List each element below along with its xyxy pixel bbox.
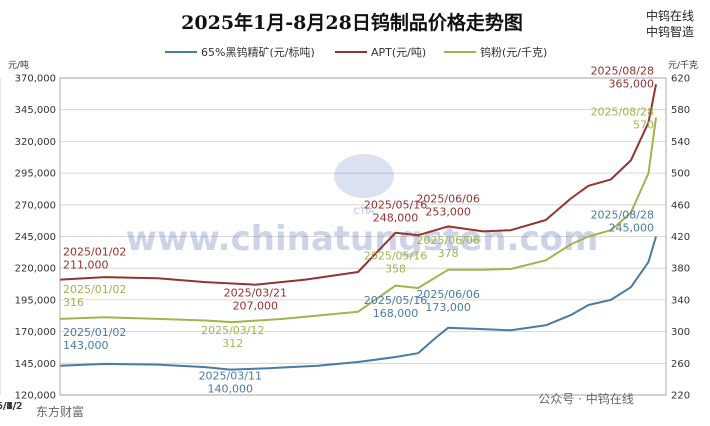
annotation-date: 2025/06/06 [416,288,479,301]
y-left-unit: 元/吨 [8,59,29,71]
annotation-date: 2025/08/28 [591,106,654,119]
annotation-date: 2025/03/12 [201,324,264,337]
annotation-value: 570 [633,119,654,132]
y-right-tick-label: 420 [671,232,690,243]
watermark-text: www.chinatungsten.com [126,219,599,259]
annotation-date: 2025/03/11 [199,370,262,383]
legend: 65%黑钨精矿(元/标吨) APT(元/吨) 钨粉(元/千克) [165,45,547,59]
annotation-value: 211,000 [63,259,109,272]
brand-name-1: 中钨在线 [646,8,694,23]
annotation-value: 168,000 [373,307,419,320]
brand-block: 中钨在线 中钨智造 [646,8,694,39]
x-tick-label: 2025/3/2 [0,401,22,412]
annotation-value: 312 [222,337,243,350]
x-tick-label: 2025/4/2 [0,401,22,412]
y-left-tick-label: 295,000 [15,169,56,180]
watermark-logo-shape [334,154,394,198]
axes: 370,000 620 345,000 580 320,000 540 295,000 500… [0,59,698,412]
y-left-tick-label: 170,000 [15,327,56,338]
x-tick-label: 2025/8/2 [0,401,22,412]
annotation-date: 2025/06/06 [416,234,479,247]
annotation-date: 2025/03/21 [224,287,287,300]
y-right-tick-label: 620 [671,74,690,85]
y-right-tick-label: 380 [671,264,690,275]
watermark-logo-text: CTIA [354,207,375,217]
y-left-tick-label: 320,000 [15,137,56,148]
x-tick-label: 2025/2/2 [0,401,22,412]
legend-entry: APT(元/吨) [371,46,426,59]
annotation-value: 365,000 [608,77,654,90]
annotation-date: 2025/05/16 [364,250,427,263]
legend-entry: 钨粉(元/千克) [480,46,547,59]
y-left-tick-label: 345,000 [15,105,56,116]
annotations: 2025/01/02211,0002025/03/21207,0002025/0… [63,64,654,395]
legend-entry: 65%黑钨精矿(元/标吨) [201,45,315,59]
annotation-date: 2025/05/16 [364,199,427,212]
annotation-date: 2025/06/06 [416,192,479,205]
annotation-date: 2025/01/02 [63,246,126,259]
annotation-value: 316 [63,296,84,309]
y-right-tick-label: 300 [671,327,690,338]
y-right-tick-label: 500 [671,169,690,180]
footer-source-label: 东方财富 [36,404,84,419]
y-right-unit: 元/千克 [668,60,698,71]
annotation-value: 143,000 [63,339,109,352]
annotation-date: 2025/01/02 [63,283,126,296]
series-layer [59,84,657,371]
annotation-date: 2025/08/28 [591,64,654,77]
series-line [59,117,657,324]
y-right-tick-label: 220 [671,391,690,402]
y-left-tick-label: 220,000 [15,264,56,275]
annotation-value: 253,000 [425,205,471,218]
y-left-tick-label: 245,000 [15,232,56,243]
y-right-tick-label: 460 [671,200,690,211]
x-tick-label: 2025/5/2 [0,401,22,412]
x-tick-label: 2025/6/2 [0,401,22,412]
footer: 公众号 · 中钨在线 东方财富 [36,391,634,419]
y-right-tick-label: 580 [671,105,690,116]
annotation-value: 207,000 [233,300,279,313]
series-line [59,84,657,286]
y-left-tick-label: 195,000 [15,295,56,306]
annotation-value: 248,000 [373,212,419,225]
annotation-value: 378 [438,247,459,260]
annotation-date: 2025/05/16 [364,294,427,307]
chart-title: 2025年1月-8月28日钨制品价格走势图 [181,11,523,34]
footer-wechat-label: 公众号 · 中钨在线 [538,391,633,406]
y-right-tick-label: 260 [671,359,690,370]
x-tick-label: 2025/1/2 [0,401,22,412]
plot-frame [59,77,667,396]
watermark: CTIA www.chinatungsten.com [126,154,599,259]
y-left-tick-label: 145,000 [15,359,56,370]
annotation-date: 2025/01/02 [63,326,126,339]
y-left-tick-label: 120,000 [15,391,56,402]
y-right-tick-label: 540 [671,137,690,148]
annotation-date: 2025/08/28 [591,209,654,222]
brand-name-2: 中钨智造 [646,24,694,39]
series-line [59,236,657,371]
annotation-value: 140,000 [208,383,254,396]
y-right-tick-label: 340 [671,295,690,306]
y-left-tick-label: 270,000 [15,200,56,211]
annotation-value: 358 [385,263,406,276]
annotation-value: 245,000 [608,222,654,235]
y-left-tick-label: 370,000 [15,74,56,85]
annotation-value: 173,000 [425,301,471,314]
x-tick-label: 2025/7/2 [0,401,22,412]
